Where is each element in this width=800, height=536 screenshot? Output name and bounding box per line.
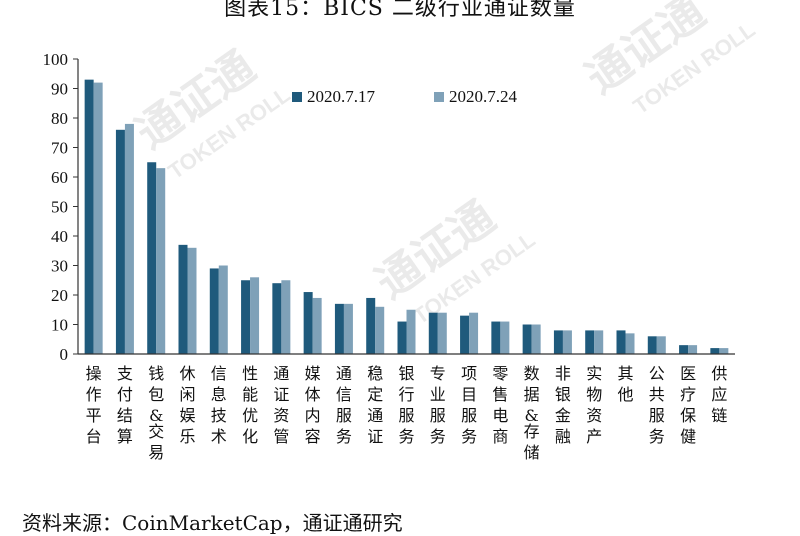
bar-series2 (281, 280, 291, 354)
bar-series2 (469, 312, 479, 354)
x-tick-label: 供应链 (711, 364, 727, 425)
bar-series2 (312, 297, 322, 354)
bar-series2 (218, 265, 228, 354)
bar-series2 (719, 348, 729, 354)
y-tick-label: 20 (51, 286, 68, 305)
x-tick-label: 非银金融 (555, 364, 571, 446)
bar-series1 (679, 345, 689, 354)
legend-label: 2020.7.17 (307, 87, 376, 106)
y-tick-label: 100 (43, 50, 69, 69)
y-tick-label: 30 (51, 257, 68, 276)
bar-series2 (625, 333, 635, 354)
bar-series2 (250, 277, 260, 354)
y-tick-label: 0 (60, 345, 69, 364)
chart-title: 图表15：BICS 二级行业通证数量 (224, 0, 576, 21)
x-tick-label: 实物资产 (586, 364, 602, 446)
x-tick-label: 休闲娱乐 (179, 364, 195, 446)
legend-swatch (434, 92, 444, 102)
bar-series2 (124, 123, 134, 355)
y-tick-label: 10 (51, 316, 68, 335)
bar-series1 (460, 315, 470, 354)
bar-series1 (178, 244, 188, 354)
y-tick-label: 90 (51, 80, 68, 99)
legend-swatch (292, 92, 302, 102)
x-tick-label: 信息技术 (211, 364, 227, 446)
bar-series2 (688, 345, 698, 354)
x-tick-label: 数据&存储 (524, 364, 540, 462)
x-tick-label: 通证资管 (273, 364, 289, 446)
bar-series2 (375, 306, 385, 354)
legend-label: 2020.7.24 (449, 87, 518, 106)
bar-series2 (500, 321, 510, 354)
x-tick-label: 其他 (617, 364, 633, 404)
bar-series2 (343, 303, 353, 354)
x-tick-label: 银行服务 (398, 364, 414, 446)
bar-chart: 通证通 TOKEN ROLL 通证通 TOKEN ROLL 通证通 TOKEN … (43, 0, 760, 462)
bar-series2 (156, 168, 166, 354)
x-tick-label: 专业服务 (430, 364, 446, 446)
bar-series2 (187, 247, 197, 354)
bar-series2 (656, 336, 666, 354)
x-axis: 操作平台支付结算钱包&交易休闲娱乐信息技术性能优化通证资管媒体内容通信服务稳定通… (78, 353, 735, 462)
bar-series1 (115, 129, 125, 354)
bar-series1 (553, 330, 563, 354)
bar-series1 (84, 79, 94, 355)
bar-series1 (147, 162, 157, 354)
bar-series1 (491, 321, 501, 354)
bar-series1 (209, 268, 219, 354)
bar-series1 (397, 321, 407, 354)
source-note: 资料来源：CoinMarketCap，通证通研究 (22, 511, 403, 535)
x-tick-label: 公共服务 (649, 364, 665, 446)
bar-series2 (531, 324, 541, 354)
x-tick-label: 媒体内容 (305, 364, 321, 446)
bar-series1 (272, 283, 282, 354)
bar-series2 (437, 312, 447, 354)
x-tick-label: 性能优化 (242, 364, 258, 446)
bar-series1 (428, 312, 438, 354)
y-tick-label: 70 (51, 139, 68, 158)
y-tick-label: 80 (51, 109, 68, 128)
x-tick-label: 项目服务 (461, 364, 477, 446)
bar-series1 (522, 324, 532, 354)
x-tick-label: 钱包&交易 (148, 364, 164, 462)
x-tick-label: 零售电商 (492, 364, 508, 446)
x-tick-label: 医疗保健 (680, 364, 696, 446)
x-tick-label: 稳定通证 (367, 364, 383, 446)
x-tick-label: 支付结算 (117, 364, 133, 446)
bar-series2 (93, 82, 103, 354)
bar-series1 (241, 280, 251, 354)
bar-series1 (366, 297, 376, 354)
bar-series1 (647, 336, 657, 354)
y-tick-label: 60 (51, 168, 68, 187)
bar-series2 (594, 330, 604, 354)
x-tick-label: 通信服务 (336, 364, 352, 446)
bars-group (84, 79, 729, 355)
y-tick-label: 50 (51, 198, 68, 217)
x-tick-label: 操作平台 (86, 364, 102, 446)
bar-series2 (406, 309, 416, 354)
y-axis: 0 10 20 30 40 50 60 70 80 90 100 (43, 50, 79, 364)
legend: 2020.7.17 2020.7.24 (292, 87, 518, 106)
bar-series1 (710, 348, 720, 354)
y-tick-label: 40 (51, 227, 68, 246)
bar-series1 (616, 330, 626, 354)
bar-series2 (562, 330, 572, 354)
bar-series1 (303, 292, 313, 354)
bar-series1 (334, 303, 344, 354)
bar-series1 (585, 330, 595, 354)
